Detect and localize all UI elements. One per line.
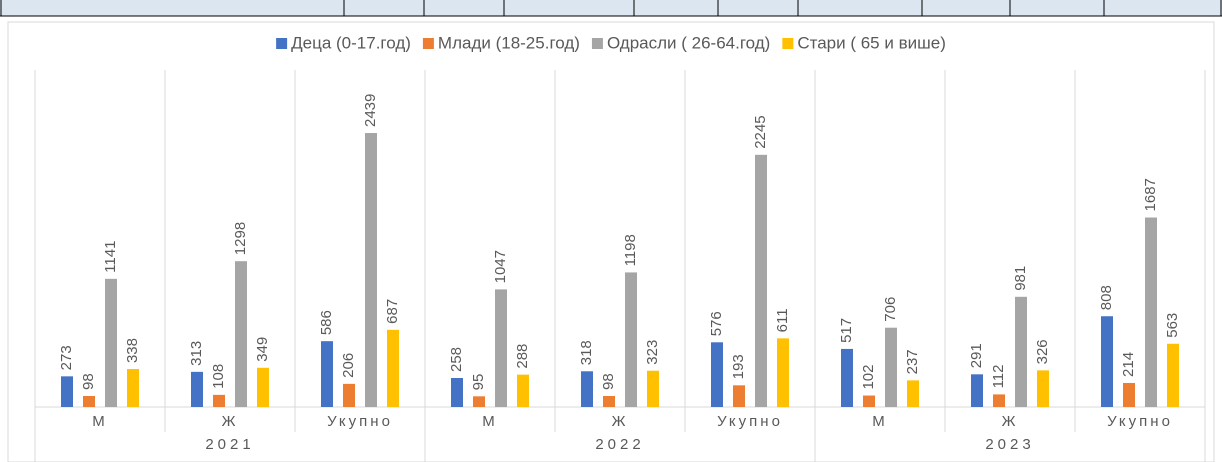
legend-swatch xyxy=(782,38,794,49)
data-label: 108 xyxy=(210,364,227,389)
data-label: 288 xyxy=(514,344,531,369)
legend-swatch xyxy=(422,38,434,49)
bar xyxy=(127,369,139,407)
bar xyxy=(841,348,853,407)
data-label: 2245 xyxy=(752,115,769,148)
bar xyxy=(647,370,659,407)
bar xyxy=(451,378,463,407)
data-label: 586 xyxy=(318,310,335,335)
x-tick-label: М xyxy=(482,413,498,430)
bar xyxy=(1123,382,1135,407)
data-label: 102 xyxy=(860,365,877,390)
data-label: 326 xyxy=(1034,339,1051,364)
legend-label: Млади (18-25.год) xyxy=(438,33,580,52)
bar xyxy=(625,272,637,407)
data-label: 1047 xyxy=(492,250,509,283)
bar xyxy=(907,380,919,407)
data-label: 98 xyxy=(80,373,97,390)
data-label: 98 xyxy=(600,373,617,390)
data-label: 273 xyxy=(58,345,75,370)
table-borders xyxy=(0,0,1222,17)
data-label: 1687 xyxy=(1142,178,1159,211)
legend-label: Стари ( 65 и више) xyxy=(797,33,946,52)
bar xyxy=(1037,370,1049,407)
data-label: 112 xyxy=(990,364,1007,388)
data-label: 313 xyxy=(188,341,205,366)
bar xyxy=(777,338,789,407)
bar xyxy=(365,133,377,408)
bar xyxy=(321,341,333,407)
data-label: 258 xyxy=(448,347,465,372)
bar xyxy=(257,367,269,407)
bar xyxy=(61,376,73,407)
bar xyxy=(971,374,983,407)
data-label: 1141 xyxy=(102,241,119,273)
data-label: 687 xyxy=(384,299,401,324)
data-label: 981 xyxy=(1012,266,1029,291)
x-tick-label: Ж xyxy=(222,413,239,430)
data-label: 206 xyxy=(340,353,357,378)
bar xyxy=(495,289,507,407)
x-tick-label: М xyxy=(872,413,888,430)
x-tick-label: Укупно xyxy=(327,413,393,430)
group-label: 2023 xyxy=(985,436,1034,453)
group-label: 2021 xyxy=(205,436,254,453)
data-label: 576 xyxy=(708,311,725,336)
data-label: 563 xyxy=(1164,313,1181,338)
data-label: 323 xyxy=(644,340,661,365)
bar xyxy=(733,385,745,407)
bar xyxy=(711,342,723,407)
data-label: 214 xyxy=(1120,352,1137,377)
data-label: 808 xyxy=(1098,285,1115,310)
bar xyxy=(755,154,767,407)
bar xyxy=(1167,343,1179,407)
legend-label: Деца (0-17.год) xyxy=(291,33,411,52)
x-tick-label: М xyxy=(92,413,108,430)
group-label: 2022 xyxy=(595,436,644,453)
legend: Деца (0-17.год) Млади (18-25.год) Одрасли … xyxy=(276,33,946,52)
data-label: 291 xyxy=(968,343,985,368)
x-tick-label: Укупно xyxy=(1107,413,1173,430)
bar xyxy=(1145,217,1157,407)
bar xyxy=(235,261,247,407)
data-label: 517 xyxy=(838,318,855,343)
data-label: 193 xyxy=(730,354,747,379)
bar xyxy=(343,383,355,407)
data-label: 237 xyxy=(904,349,921,374)
bar xyxy=(83,395,95,407)
data-label: 1198 xyxy=(622,234,639,266)
x-tick-label: Укупно xyxy=(717,413,783,430)
bar xyxy=(387,329,399,407)
data-label: 95 xyxy=(470,374,487,391)
legend-label: Одрасли ( 26-64.год) xyxy=(607,33,770,52)
legend-swatch xyxy=(276,38,288,49)
bar xyxy=(105,278,117,407)
bar xyxy=(473,396,485,407)
bar xyxy=(517,374,529,407)
bar xyxy=(581,371,593,407)
bar xyxy=(603,395,615,407)
data-label: 706 xyxy=(882,297,899,322)
legend-swatch xyxy=(591,38,603,49)
x-tick-label: Ж xyxy=(612,413,629,430)
data-label: 349 xyxy=(254,337,271,362)
bar xyxy=(993,394,1005,407)
data-label: 318 xyxy=(578,340,595,365)
bar xyxy=(1101,316,1113,407)
data-label: 2439 xyxy=(362,94,379,127)
data-label: 338 xyxy=(124,338,141,363)
bar xyxy=(885,327,897,407)
table-strip xyxy=(0,0,1222,16)
chart-frame xyxy=(7,21,1215,462)
bar xyxy=(1015,296,1027,407)
data-label: 1298 xyxy=(232,222,249,255)
x-tick-label: Ж xyxy=(1002,413,1019,430)
bar xyxy=(213,394,225,407)
data-label: 611 xyxy=(774,308,791,332)
bar xyxy=(191,371,203,407)
bar xyxy=(863,395,875,407)
